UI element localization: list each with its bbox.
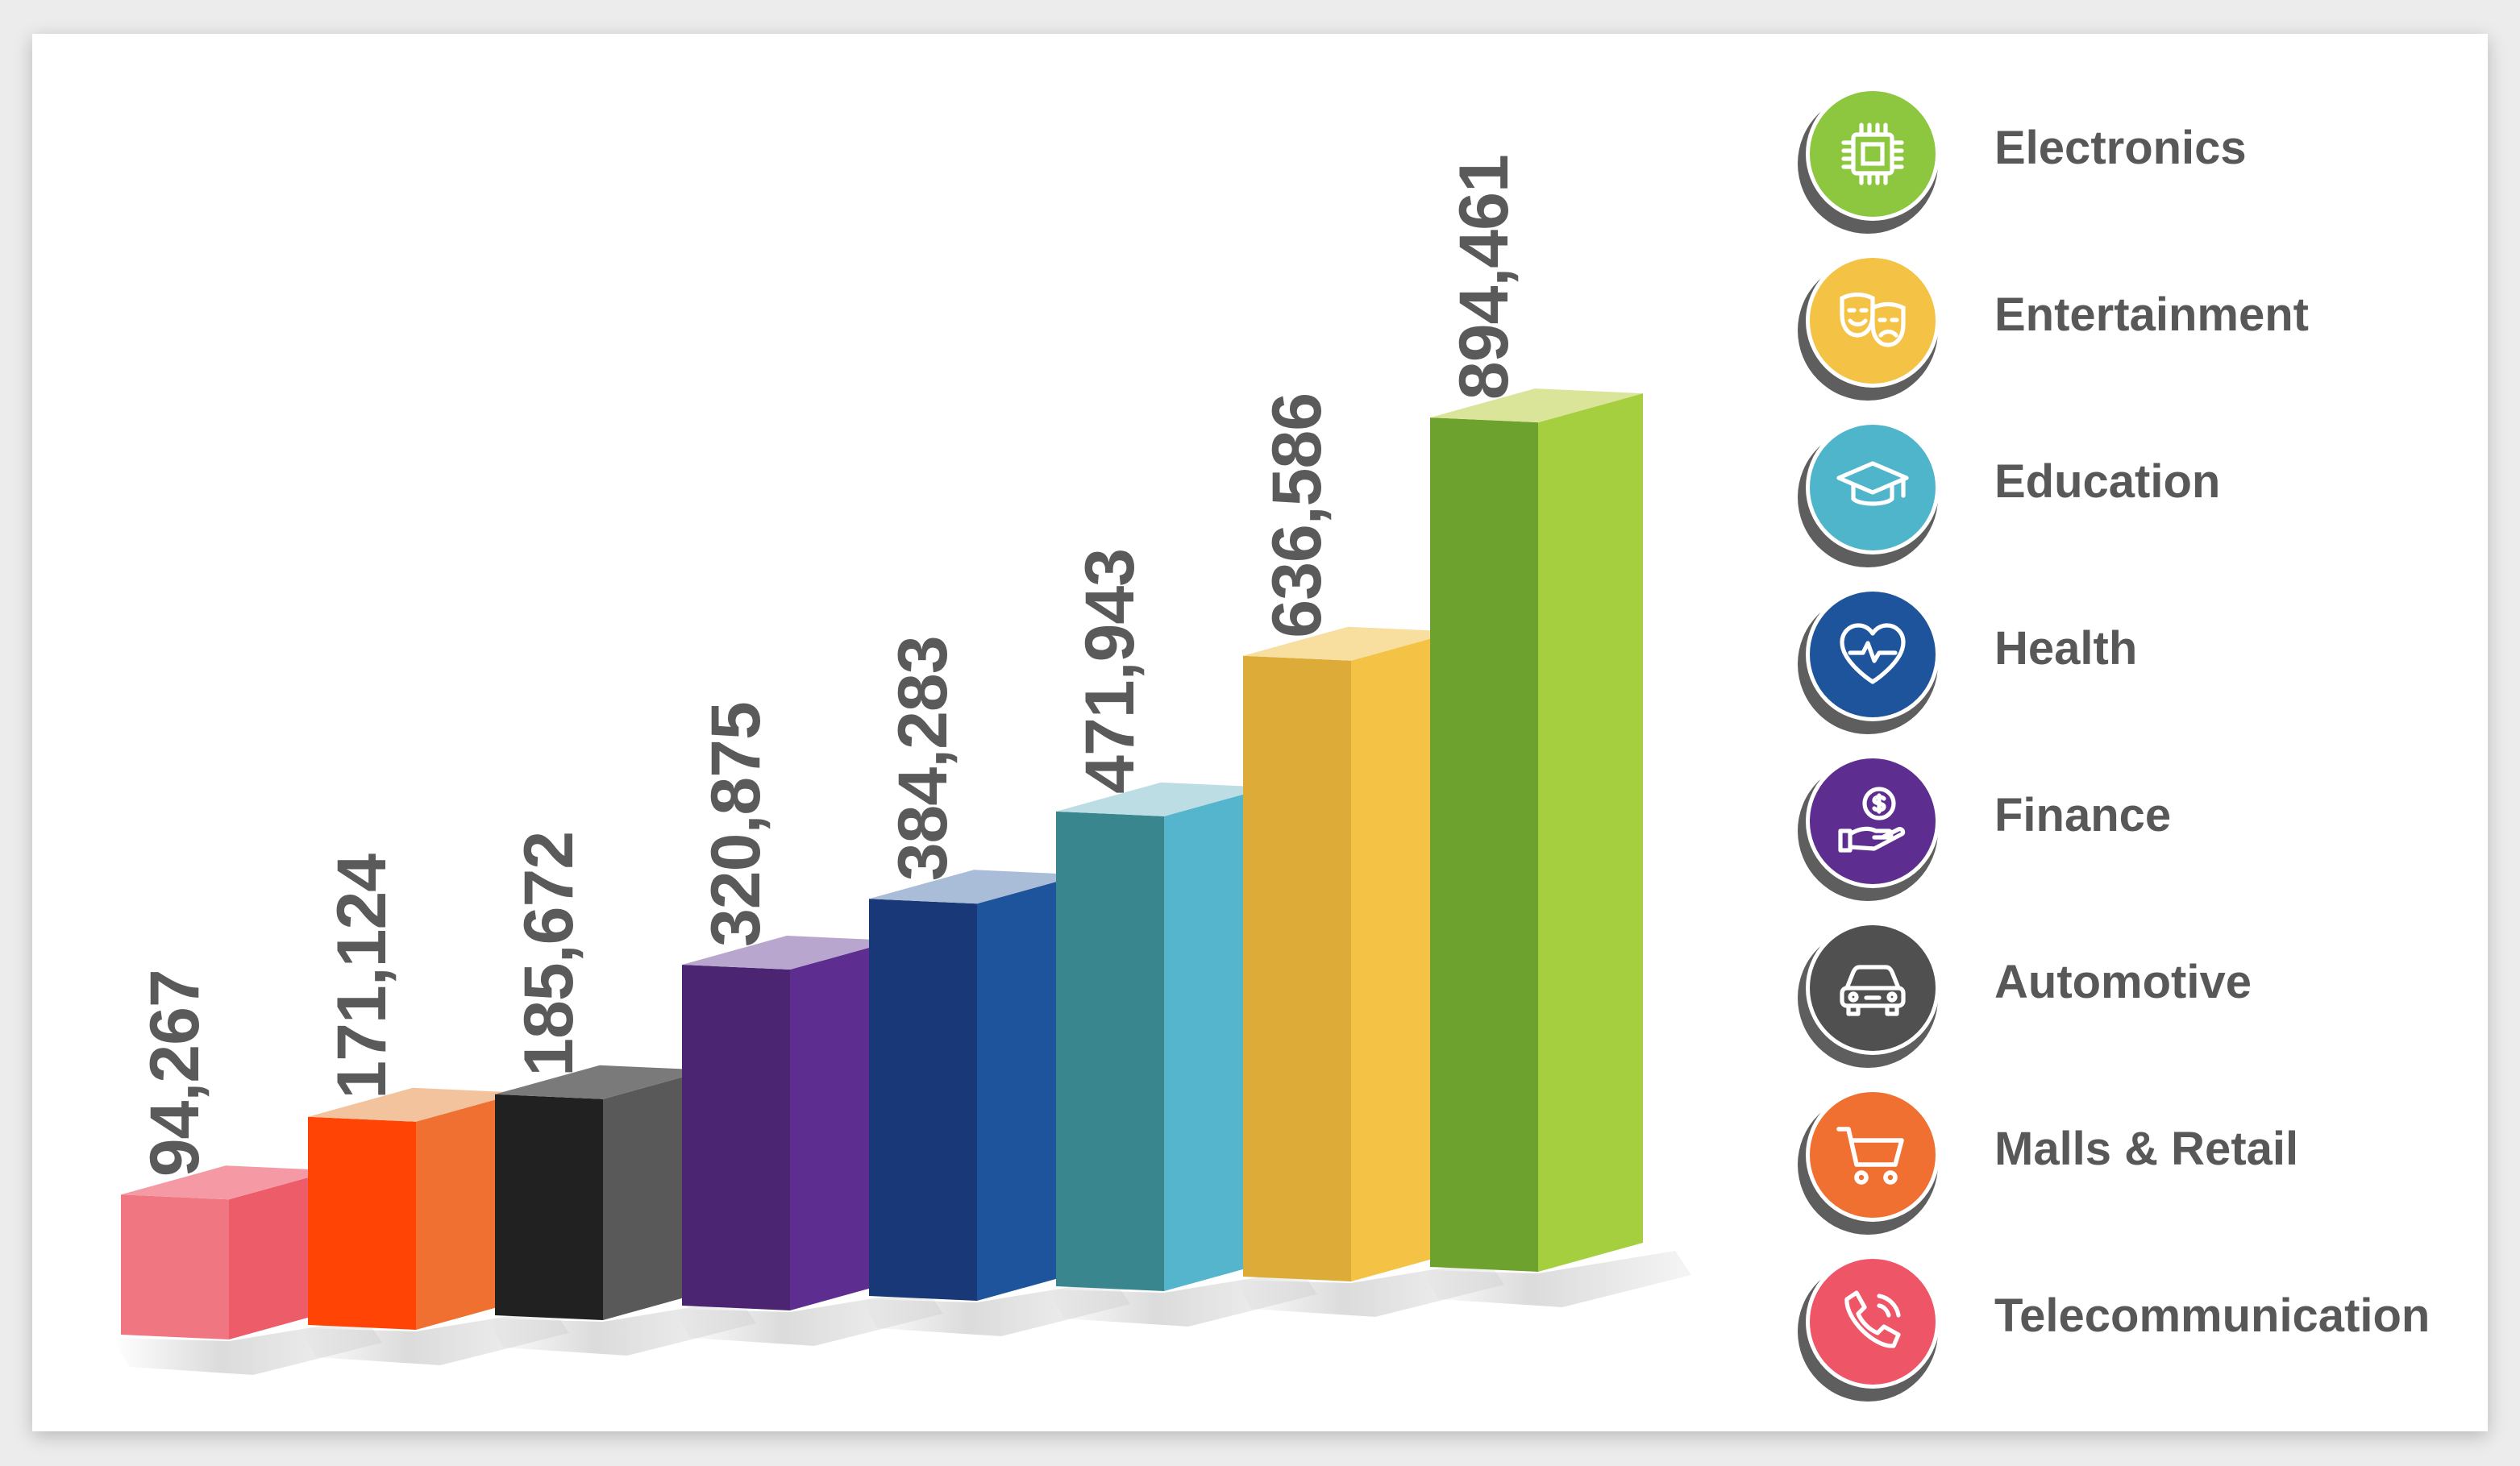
- bar-1: [308, 1087, 521, 1330]
- bar-value-label: 636,586: [1258, 393, 1336, 638]
- legend-label: Telecommunication: [1994, 1289, 2431, 1342]
- bar-top-face: [869, 870, 1082, 904]
- bar-value-label: 471,943: [1071, 549, 1149, 794]
- legend-item: Automotive: [1798, 915, 2475, 1068]
- legend-label: Entertainment: [1994, 289, 2309, 341]
- bar-3: [682, 936, 895, 1310]
- legend-label: Malls & Retail: [1994, 1123, 2299, 1175]
- legend-item: Electronics: [1798, 81, 2475, 234]
- legend-item: Education: [1798, 414, 2475, 567]
- chip-icon: [1806, 87, 1940, 221]
- bar-side-face: [1351, 631, 1456, 1281]
- legend-label: Electronics: [1994, 122, 2247, 174]
- legend-label: Automotive: [1994, 956, 2252, 1008]
- bar-chart-3d: 94,267 171,124 185,672 320,875 384,283 471,94…: [113, 155, 1691, 1375]
- graduation-cap-icon: [1806, 421, 1940, 554]
- value-labels-group: 94,267 171,124 185,672 320,875 384,283 471,94…: [136, 155, 1523, 1177]
- bar-side-face: [1538, 393, 1643, 1272]
- bar-top-face: [1056, 782, 1269, 816]
- bar-side-face: [790, 941, 895, 1310]
- bar-7: [1430, 388, 1643, 1272]
- theater-masks-icon: [1806, 254, 1940, 388]
- legend-item: Entertainment: [1798, 247, 2475, 401]
- legend-item: Health: [1798, 581, 2475, 734]
- legend-label: Health: [1994, 622, 2138, 675]
- bar-value-label: 185,672: [510, 832, 588, 1077]
- bar-side-face: [229, 1170, 334, 1339]
- bars-group: [121, 388, 1643, 1339]
- shopping-cart-icon: [1806, 1088, 1940, 1222]
- floor-shadows: [113, 1251, 1691, 1375]
- bar-front-face: [1056, 811, 1164, 1291]
- chart-card: 94,267 171,124 185,672 320,875 384,283 471,94…: [32, 34, 2488, 1431]
- bar-side-face: [977, 874, 1082, 1301]
- bar-top-face: [121, 1165, 334, 1200]
- legend-item: Finance: [1798, 748, 2475, 901]
- bar-value-label: 171,124: [323, 853, 401, 1099]
- bar-front-face: [682, 965, 790, 1310]
- bar-top-face: [495, 1065, 708, 1099]
- bar-top-face: [1243, 626, 1456, 661]
- bar-side-face: [416, 1092, 521, 1330]
- heart-pulse-icon: [1806, 588, 1940, 721]
- money-hand-icon: [1806, 754, 1940, 888]
- bar-top-face: [1430, 388, 1643, 423]
- bar-value-label: 94,267: [136, 970, 214, 1177]
- bar-2: [495, 1065, 708, 1320]
- bar-top-face: [308, 1087, 521, 1122]
- bar-front-face: [1243, 655, 1351, 1281]
- bar-value-label: 384,283: [884, 636, 962, 881]
- bar-value-label: 894,461: [1445, 155, 1523, 400]
- car-icon: [1806, 921, 1940, 1055]
- bar-front-face: [495, 1094, 603, 1320]
- legend-label: Education: [1994, 455, 2221, 508]
- legend-item: Malls & Retail: [1798, 1082, 2475, 1235]
- bar-6: [1243, 626, 1456, 1281]
- bar-value-label: 320,875: [697, 702, 775, 947]
- bar-top-face: [682, 936, 895, 970]
- legend-label: Finance: [1994, 789, 2172, 841]
- bar-front-face: [1430, 417, 1538, 1272]
- bar-4: [869, 870, 1082, 1301]
- bar-shadow-7: [1422, 1251, 1691, 1307]
- legend-item: Telecommunication: [1798, 1248, 2475, 1402]
- bar-5: [1056, 782, 1269, 1291]
- bar-side-face: [603, 1069, 708, 1320]
- phone-icon: [1806, 1255, 1940, 1389]
- bar-front-face: [121, 1194, 229, 1339]
- bar-0: [121, 1165, 334, 1339]
- bar-front-face: [869, 899, 977, 1301]
- bar-side-face: [1164, 787, 1269, 1291]
- bar-front-face: [308, 1116, 416, 1330]
